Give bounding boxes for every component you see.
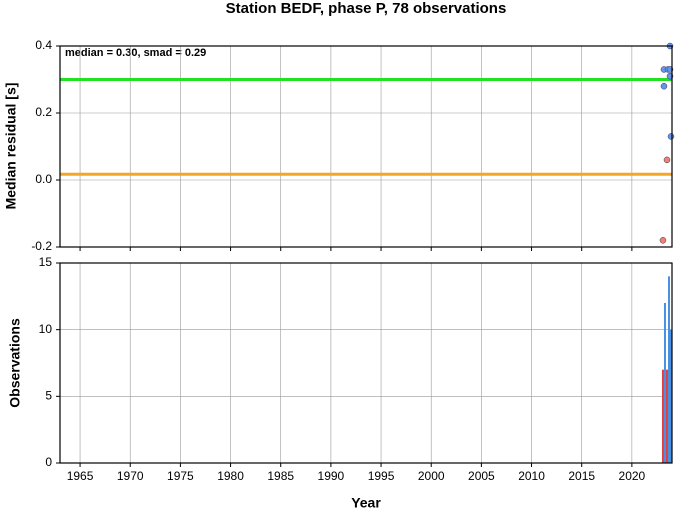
x-tick-label: 1995 <box>368 469 395 483</box>
x-tick-label: 2020 <box>619 469 646 483</box>
chart-title: Station BEDF, phase P, 78 observations <box>226 0 507 17</box>
y-tick-label: 0 <box>45 455 52 469</box>
x-tick-label: 1985 <box>267 469 294 483</box>
x-tick-label: 1975 <box>167 469 194 483</box>
y-axis-label: Observations <box>7 318 23 408</box>
bar <box>667 276 670 463</box>
point <box>667 133 675 140</box>
x-tick-label: 2005 <box>468 469 495 483</box>
bar <box>661 369 664 463</box>
x-tick-label: 1980 <box>217 469 244 483</box>
y-tick-label: -0.2 <box>31 239 52 253</box>
bar <box>663 303 666 463</box>
y-tick-label: 0.0 <box>35 172 52 186</box>
bar <box>665 369 668 463</box>
y-axis-label: Median residual [s] <box>3 83 19 210</box>
point <box>660 82 668 90</box>
x-axis-label: Year <box>351 495 381 511</box>
y-tick-label: 0.2 <box>35 105 52 119</box>
y-tick-label: 5 <box>45 389 52 403</box>
x-tick-label: 2015 <box>568 469 595 483</box>
y-tick-label: 0.4 <box>35 38 52 52</box>
x-tick-label: 1970 <box>117 469 144 483</box>
x-tick-label: 2000 <box>418 469 445 483</box>
point <box>663 156 671 164</box>
y-tick-label: 10 <box>39 322 53 336</box>
y-tick-label: 15 <box>39 255 53 269</box>
x-tick-label: 1990 <box>318 469 345 483</box>
x-tick-label: 2010 <box>518 469 545 483</box>
x-tick-label: 1965 <box>67 469 94 483</box>
bar <box>669 329 672 463</box>
annotation: median = 0.30, smad = 0.29 <box>65 47 206 59</box>
point <box>659 237 667 244</box>
plot-frame <box>59 262 673 464</box>
plot-frame <box>59 45 673 248</box>
